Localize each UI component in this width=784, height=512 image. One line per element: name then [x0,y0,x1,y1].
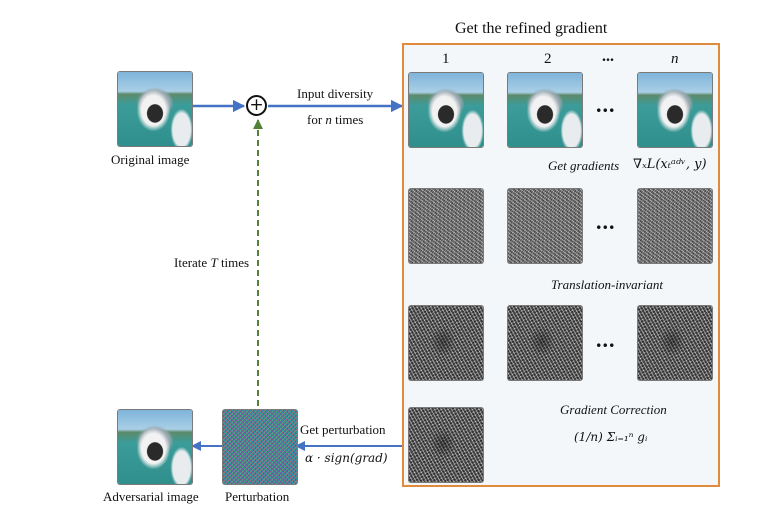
gradient-map-2 [508,189,582,263]
original-image [118,72,192,146]
gradient-ellipsis: ... [596,209,616,234]
translation-invariant-label: Translation-invariant [551,277,663,292]
column-label-1: 1 [442,51,450,67]
ti-gradient-n [638,306,712,380]
ti-gradient-ellipsis: ... [596,327,616,352]
column-label-n: n [671,51,679,67]
perturbation-label: Perturbation [225,489,290,504]
diverse-input-1 [409,73,483,147]
ti-gradient-1 [409,306,483,380]
gradient-map-n [638,189,712,263]
gradient-formula: ∇ₓL(xₜᵃᵈᵛ, y) [633,157,707,172]
adversarial-image-label: Adversarial image [103,489,199,504]
adversarial-image [118,410,192,484]
gradient-correction-label: Gradient Correction [560,402,667,417]
input-diversity-label: Input diversity [297,86,374,101]
perturbation-formula: α · sign(grad) [305,451,388,465]
diverse-input-n [638,73,712,147]
iterate-label: Iterate T times [174,255,250,270]
panel-title: Get the refined gradient [455,20,608,37]
refined-gradient [409,408,483,482]
plus-node: + [246,95,267,116]
correction-formula: (1/n) Σᵢ₌₁ⁿ gᵢ [574,430,648,444]
get-gradients-label: Get gradients [548,158,620,173]
ti-gradient-2 [508,306,582,380]
input-diversity-times-label: for n times [307,112,364,127]
column-label-2: 2 [544,51,552,67]
get-perturbation-label: Get perturbation [300,422,386,437]
gradient-map-1 [409,189,483,263]
diverse-input-2 [508,73,582,147]
original-image-label: Original image [111,152,190,167]
column-label-ellipsis: ... [602,48,614,65]
input-ellipsis: ... [596,92,616,117]
perturbation-image [223,410,297,484]
